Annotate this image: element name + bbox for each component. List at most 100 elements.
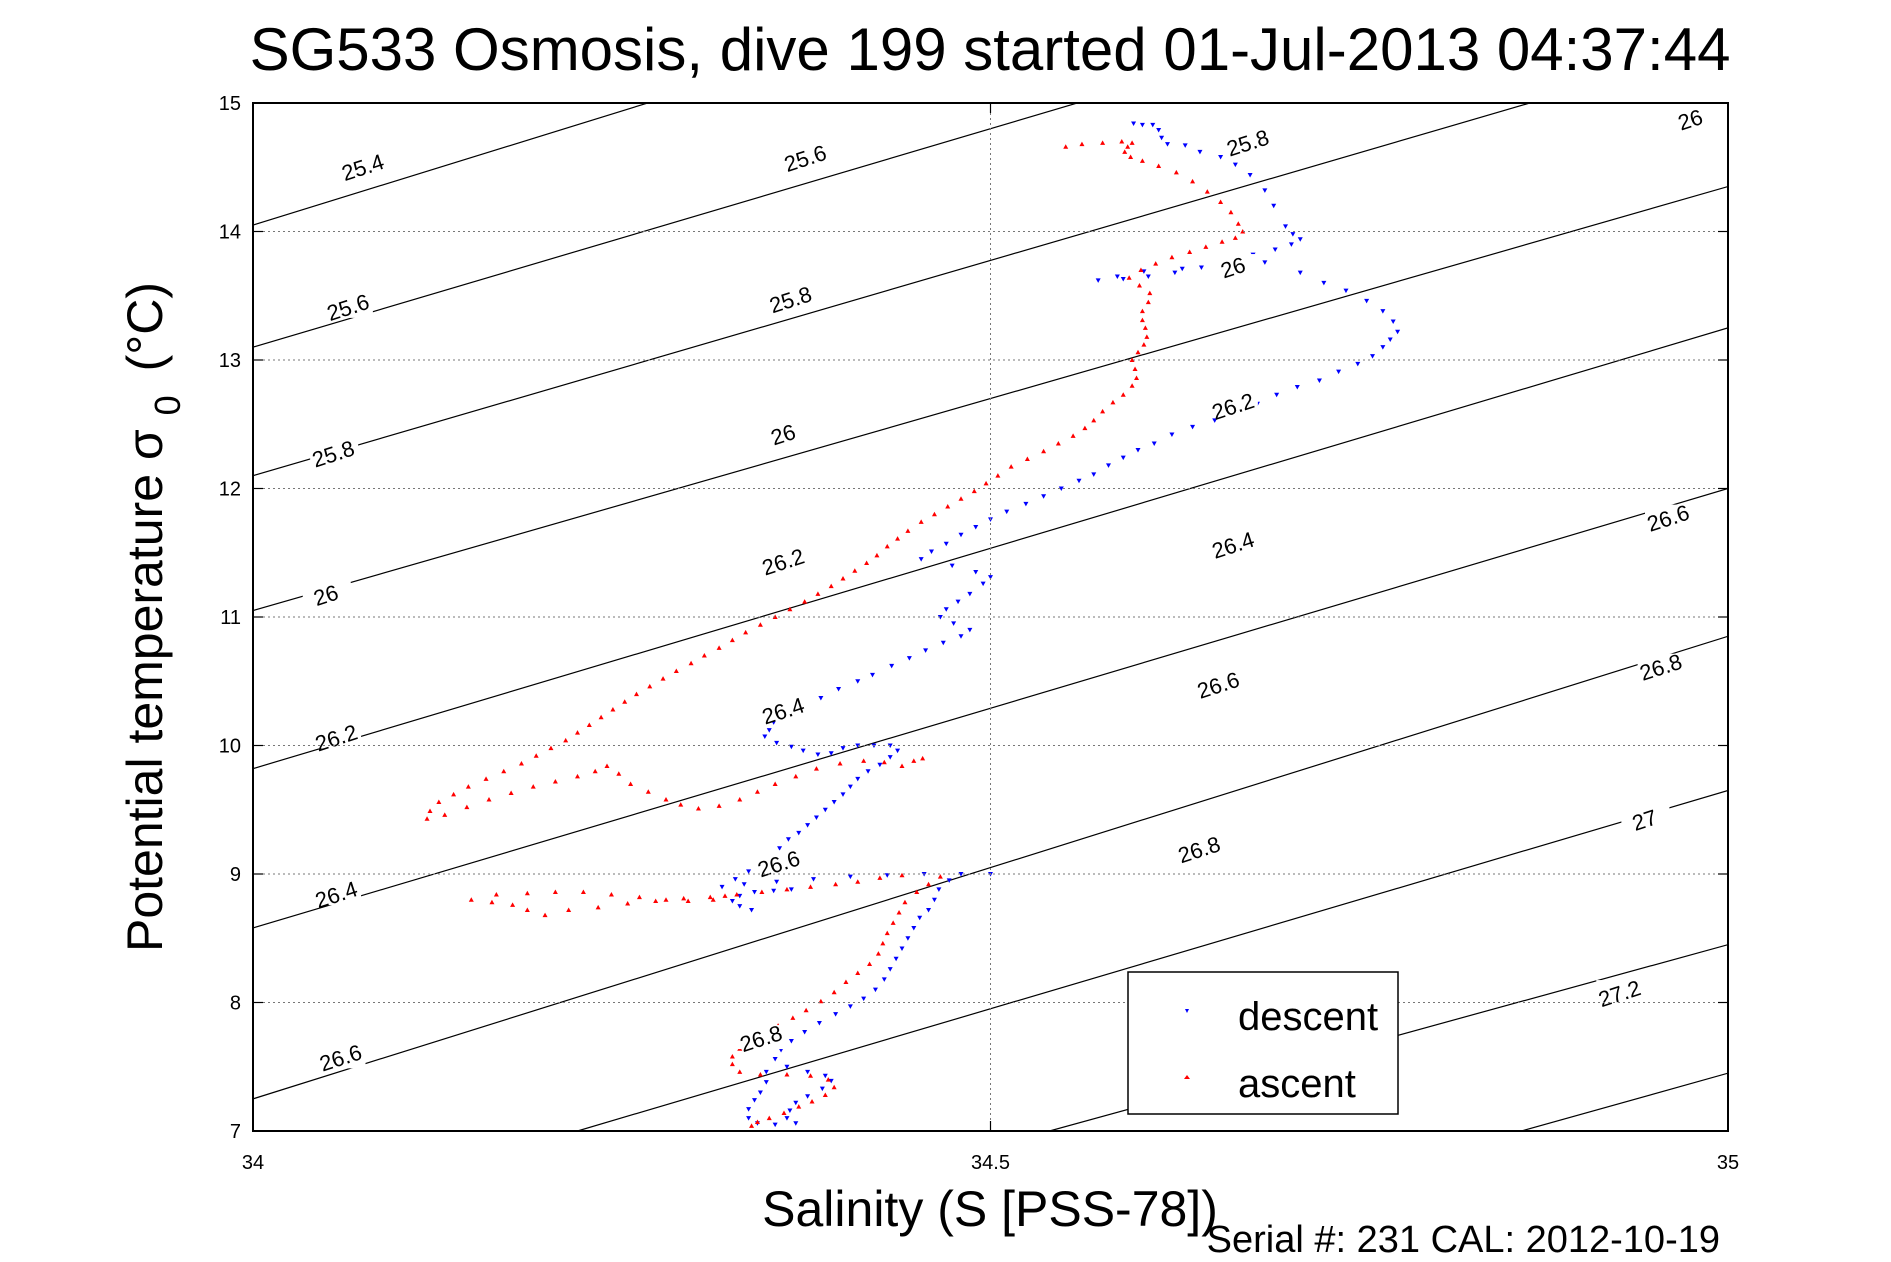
descent-point [1380,345,1386,350]
ascent-point [808,884,814,889]
ascent-point [575,773,580,779]
descent-point [1041,494,1047,499]
ascent-point [1041,448,1047,454]
descent-point [772,1122,778,1128]
descent-point [757,1090,763,1095]
ascent-point [914,889,920,894]
descent-point [911,925,917,931]
descent-point [746,1116,752,1121]
descent-point [784,1064,790,1070]
ascent-point [1235,221,1241,226]
ascent-point [1132,366,1138,371]
descent-point [1370,354,1376,359]
descent-point [929,549,934,554]
y-tick-label: 12 [219,479,241,501]
y-tick-label: 9 [230,864,241,886]
density-contour-line [577,789,1728,1131]
ascent-point [722,893,728,898]
y-tick-label: 14 [219,222,241,244]
descent-point [746,869,752,874]
ascent-point [1139,317,1145,323]
density-contour-line [1521,1072,1728,1131]
descent-point [1262,260,1268,265]
ascent-point [926,881,932,887]
ascent-point [1135,349,1141,355]
ascent-point [1153,261,1159,266]
descent-point [774,879,780,885]
ascent-point [831,989,837,995]
ascent-point [895,536,901,541]
descent-point [955,599,961,605]
ascent-point [1100,140,1106,145]
y-axis-ticks: 7 8 9 10 11 12 13 14 15 [219,93,1728,1143]
contour-label-background [1209,392,1258,417]
descent-point [899,946,905,952]
descent-point [1336,369,1342,375]
ascent-point [1139,158,1145,163]
descent-point [1218,154,1224,160]
descent-point [749,907,755,913]
ascent-point [729,1061,735,1067]
descent-point [861,996,867,1002]
contour-label-background [1195,671,1244,696]
ascent-point [1091,417,1097,423]
ascent-point [918,519,924,524]
ascent-point [1122,149,1128,154]
descent-point [1387,337,1393,342]
descent-point [865,769,871,774]
descent-point [840,792,846,797]
descent-point [1179,266,1185,272]
descent-point [1095,278,1101,283]
ascent-point [663,897,669,902]
ascent-point [890,920,896,925]
ascent-point [542,912,548,918]
contour-label-background [1637,653,1686,678]
descent-point [793,1121,799,1126]
ascent-point [647,683,653,689]
descent-point [816,1021,822,1026]
descent-point [1198,265,1204,270]
descent-point [1172,270,1178,276]
descent-point [1380,309,1386,314]
descent-point [1364,298,1370,304]
descent-point [729,898,735,904]
ascent-point [875,951,881,956]
descent-point [833,1012,839,1017]
ascent-point [1120,392,1126,397]
ascent-point [945,503,951,509]
contour-label-background [302,581,351,606]
ascent-point [483,776,489,781]
descent-point [923,648,929,653]
ascent-point [749,1123,755,1128]
descent-point [784,1116,790,1121]
ascent-point [688,660,694,666]
descent-point [973,525,979,530]
descent-point [1004,509,1010,515]
descent-point [815,752,821,757]
ascent-point [645,789,651,794]
descent-point [1283,224,1288,229]
ascent-point [464,804,470,810]
ascent-point [604,763,610,769]
ascent-point [681,895,687,901]
y-axis-label-main: Potential temperature σ [117,429,173,952]
descent-point [951,621,957,626]
descent-point [887,967,893,972]
ascent-point [793,773,799,779]
descent-point [889,663,895,669]
ascent-point [757,622,763,627]
ascent-point [701,653,707,658]
ascent-point [1126,275,1132,280]
descent-point [847,874,853,880]
ascent-point [1156,163,1162,168]
descent-point [836,686,842,692]
ascent-point [831,1084,837,1090]
descent-point [946,878,952,883]
ascent-point [843,979,849,984]
descent-point [1390,319,1396,324]
descent-point [737,904,743,909]
descent-point [746,1107,752,1112]
y-tick-label: 15 [219,93,241,115]
descent-point [1145,274,1151,279]
